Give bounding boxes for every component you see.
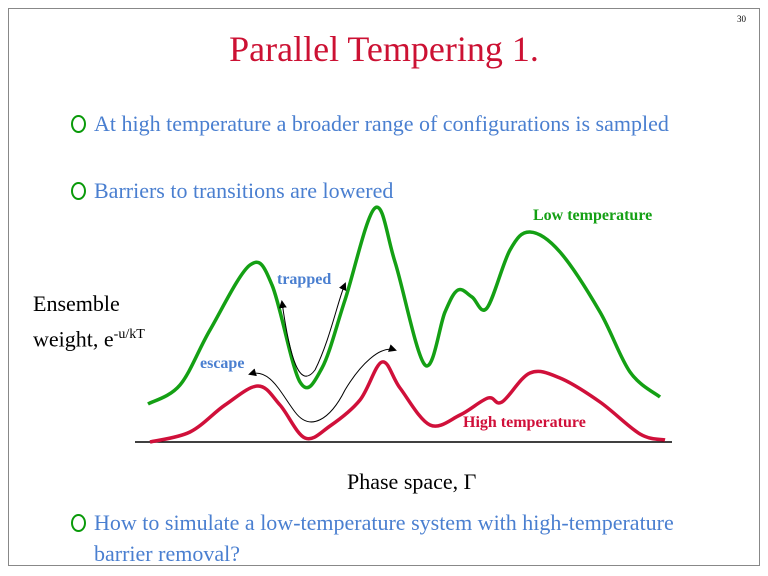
low-temperature-label: Low temperature [533,207,652,224]
trapped-label: trapped [277,271,331,288]
y-label-exponent: -u/kT [113,327,145,342]
y-axis-label: Ensemble weight, e-u/kT [33,288,145,354]
escape-label: escape [200,355,244,372]
high-temperature-label: High temperature [463,414,586,431]
bullet: At high temperature a broader range of c… [68,108,708,139]
high-temperature-curve [149,360,666,444]
slide-frame [8,8,760,566]
x-axis-label: Phase space, Γ [347,469,477,494]
bullet: How to simulate a low-temperature system… [68,507,708,569]
bullet: Barriers to transitions are lowered [68,175,708,206]
page-number: 30 [737,14,746,24]
low-temperature-curve [147,205,662,406]
escape-arrow [248,344,397,423]
slide-title: Parallel Tempering 1. [229,29,539,69]
y-label-text: Ensemble weight, e [33,291,120,352]
